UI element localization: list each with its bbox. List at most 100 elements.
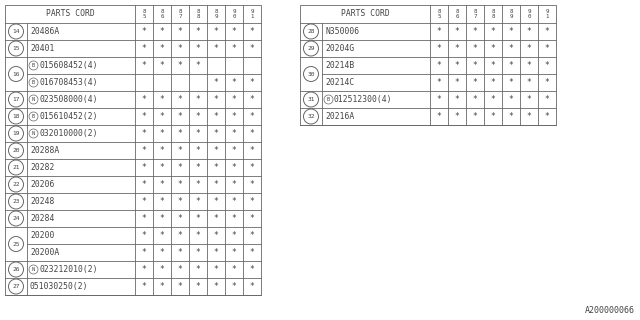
Text: *: * [141, 282, 147, 291]
Text: *: * [232, 197, 236, 206]
Text: 20200: 20200 [30, 231, 54, 240]
Text: *: * [232, 248, 236, 257]
Text: *: * [196, 231, 200, 240]
Text: *: * [545, 27, 549, 36]
Text: B: B [32, 63, 35, 68]
Text: N: N [32, 97, 35, 102]
Text: *: * [250, 27, 255, 36]
Text: *: * [250, 231, 255, 240]
Text: *: * [232, 78, 236, 87]
Text: 9
0: 9 0 [527, 9, 531, 19]
Text: *: * [472, 95, 477, 104]
Text: 15: 15 [12, 46, 20, 51]
Text: *: * [177, 180, 182, 189]
Text: *: * [141, 248, 147, 257]
Text: *: * [141, 112, 147, 121]
Text: 015610452(2): 015610452(2) [39, 112, 97, 121]
Text: *: * [159, 129, 164, 138]
Text: *: * [141, 27, 147, 36]
Text: *: * [214, 248, 218, 257]
Text: *: * [196, 95, 200, 104]
Text: *: * [196, 282, 200, 291]
Text: *: * [177, 61, 182, 70]
Text: *: * [509, 95, 513, 104]
Text: *: * [472, 112, 477, 121]
Text: *: * [436, 44, 442, 53]
Text: *: * [177, 112, 182, 121]
Text: 8
6: 8 6 [160, 9, 164, 19]
Text: 20486A: 20486A [30, 27, 60, 36]
Text: *: * [214, 163, 218, 172]
Text: *: * [545, 112, 549, 121]
Text: *: * [436, 61, 442, 70]
Text: *: * [250, 214, 255, 223]
Text: *: * [196, 146, 200, 155]
Text: *: * [232, 231, 236, 240]
Text: 32: 32 [307, 114, 315, 119]
Text: N: N [32, 267, 35, 272]
Text: 8
9: 8 9 [509, 9, 513, 19]
Text: *: * [250, 163, 255, 172]
Text: *: * [141, 163, 147, 172]
Bar [300, 5, 556, 125]
Text: *: * [454, 27, 460, 36]
Text: *: * [436, 78, 442, 87]
Text: *: * [159, 146, 164, 155]
Text: *: * [454, 112, 460, 121]
Text: *: * [177, 197, 182, 206]
Text: *: * [141, 95, 147, 104]
Text: 8
8: 8 8 [492, 9, 495, 19]
Text: N350006: N350006 [325, 27, 359, 36]
Text: *: * [141, 180, 147, 189]
Text: *: * [436, 27, 442, 36]
Text: *: * [250, 197, 255, 206]
Text: *: * [232, 95, 236, 104]
Text: *: * [177, 248, 182, 257]
Text: 8
7: 8 7 [473, 9, 477, 19]
Text: 8
5: 8 5 [437, 9, 441, 19]
Text: *: * [196, 214, 200, 223]
Text: 20214B: 20214B [325, 61, 355, 70]
Text: *: * [159, 112, 164, 121]
Text: *: * [141, 214, 147, 223]
Text: *: * [232, 27, 236, 36]
Text: *: * [509, 112, 513, 121]
Text: *: * [196, 163, 200, 172]
Text: *: * [177, 95, 182, 104]
Text: *: * [232, 112, 236, 121]
Text: *: * [177, 265, 182, 274]
Text: *: * [141, 146, 147, 155]
Text: *: * [159, 27, 164, 36]
Text: *: * [196, 129, 200, 138]
Bar [5, 5, 261, 295]
Text: *: * [177, 146, 182, 155]
Text: *: * [196, 197, 200, 206]
Text: 20214C: 20214C [325, 78, 355, 87]
Text: *: * [196, 248, 200, 257]
Text: *: * [491, 112, 495, 121]
Text: *: * [527, 27, 531, 36]
Text: *: * [177, 163, 182, 172]
Text: 14: 14 [12, 29, 20, 34]
Text: *: * [159, 248, 164, 257]
Text: *: * [527, 44, 531, 53]
Text: 20: 20 [12, 148, 20, 153]
Text: *: * [509, 44, 513, 53]
Text: *: * [141, 265, 147, 274]
Text: 27: 27 [12, 284, 20, 289]
Text: *: * [232, 146, 236, 155]
Text: *: * [472, 61, 477, 70]
Text: *: * [491, 78, 495, 87]
Text: 28: 28 [307, 29, 315, 34]
Text: 20288A: 20288A [30, 146, 60, 155]
Text: *: * [159, 231, 164, 240]
Text: *: * [177, 214, 182, 223]
Text: *: * [232, 44, 236, 53]
Text: 20206: 20206 [30, 180, 54, 189]
Text: *: * [196, 112, 200, 121]
Text: *: * [177, 129, 182, 138]
Text: A200000066: A200000066 [585, 306, 635, 315]
Text: *: * [196, 61, 200, 70]
Text: *: * [214, 265, 218, 274]
Text: *: * [527, 78, 531, 87]
